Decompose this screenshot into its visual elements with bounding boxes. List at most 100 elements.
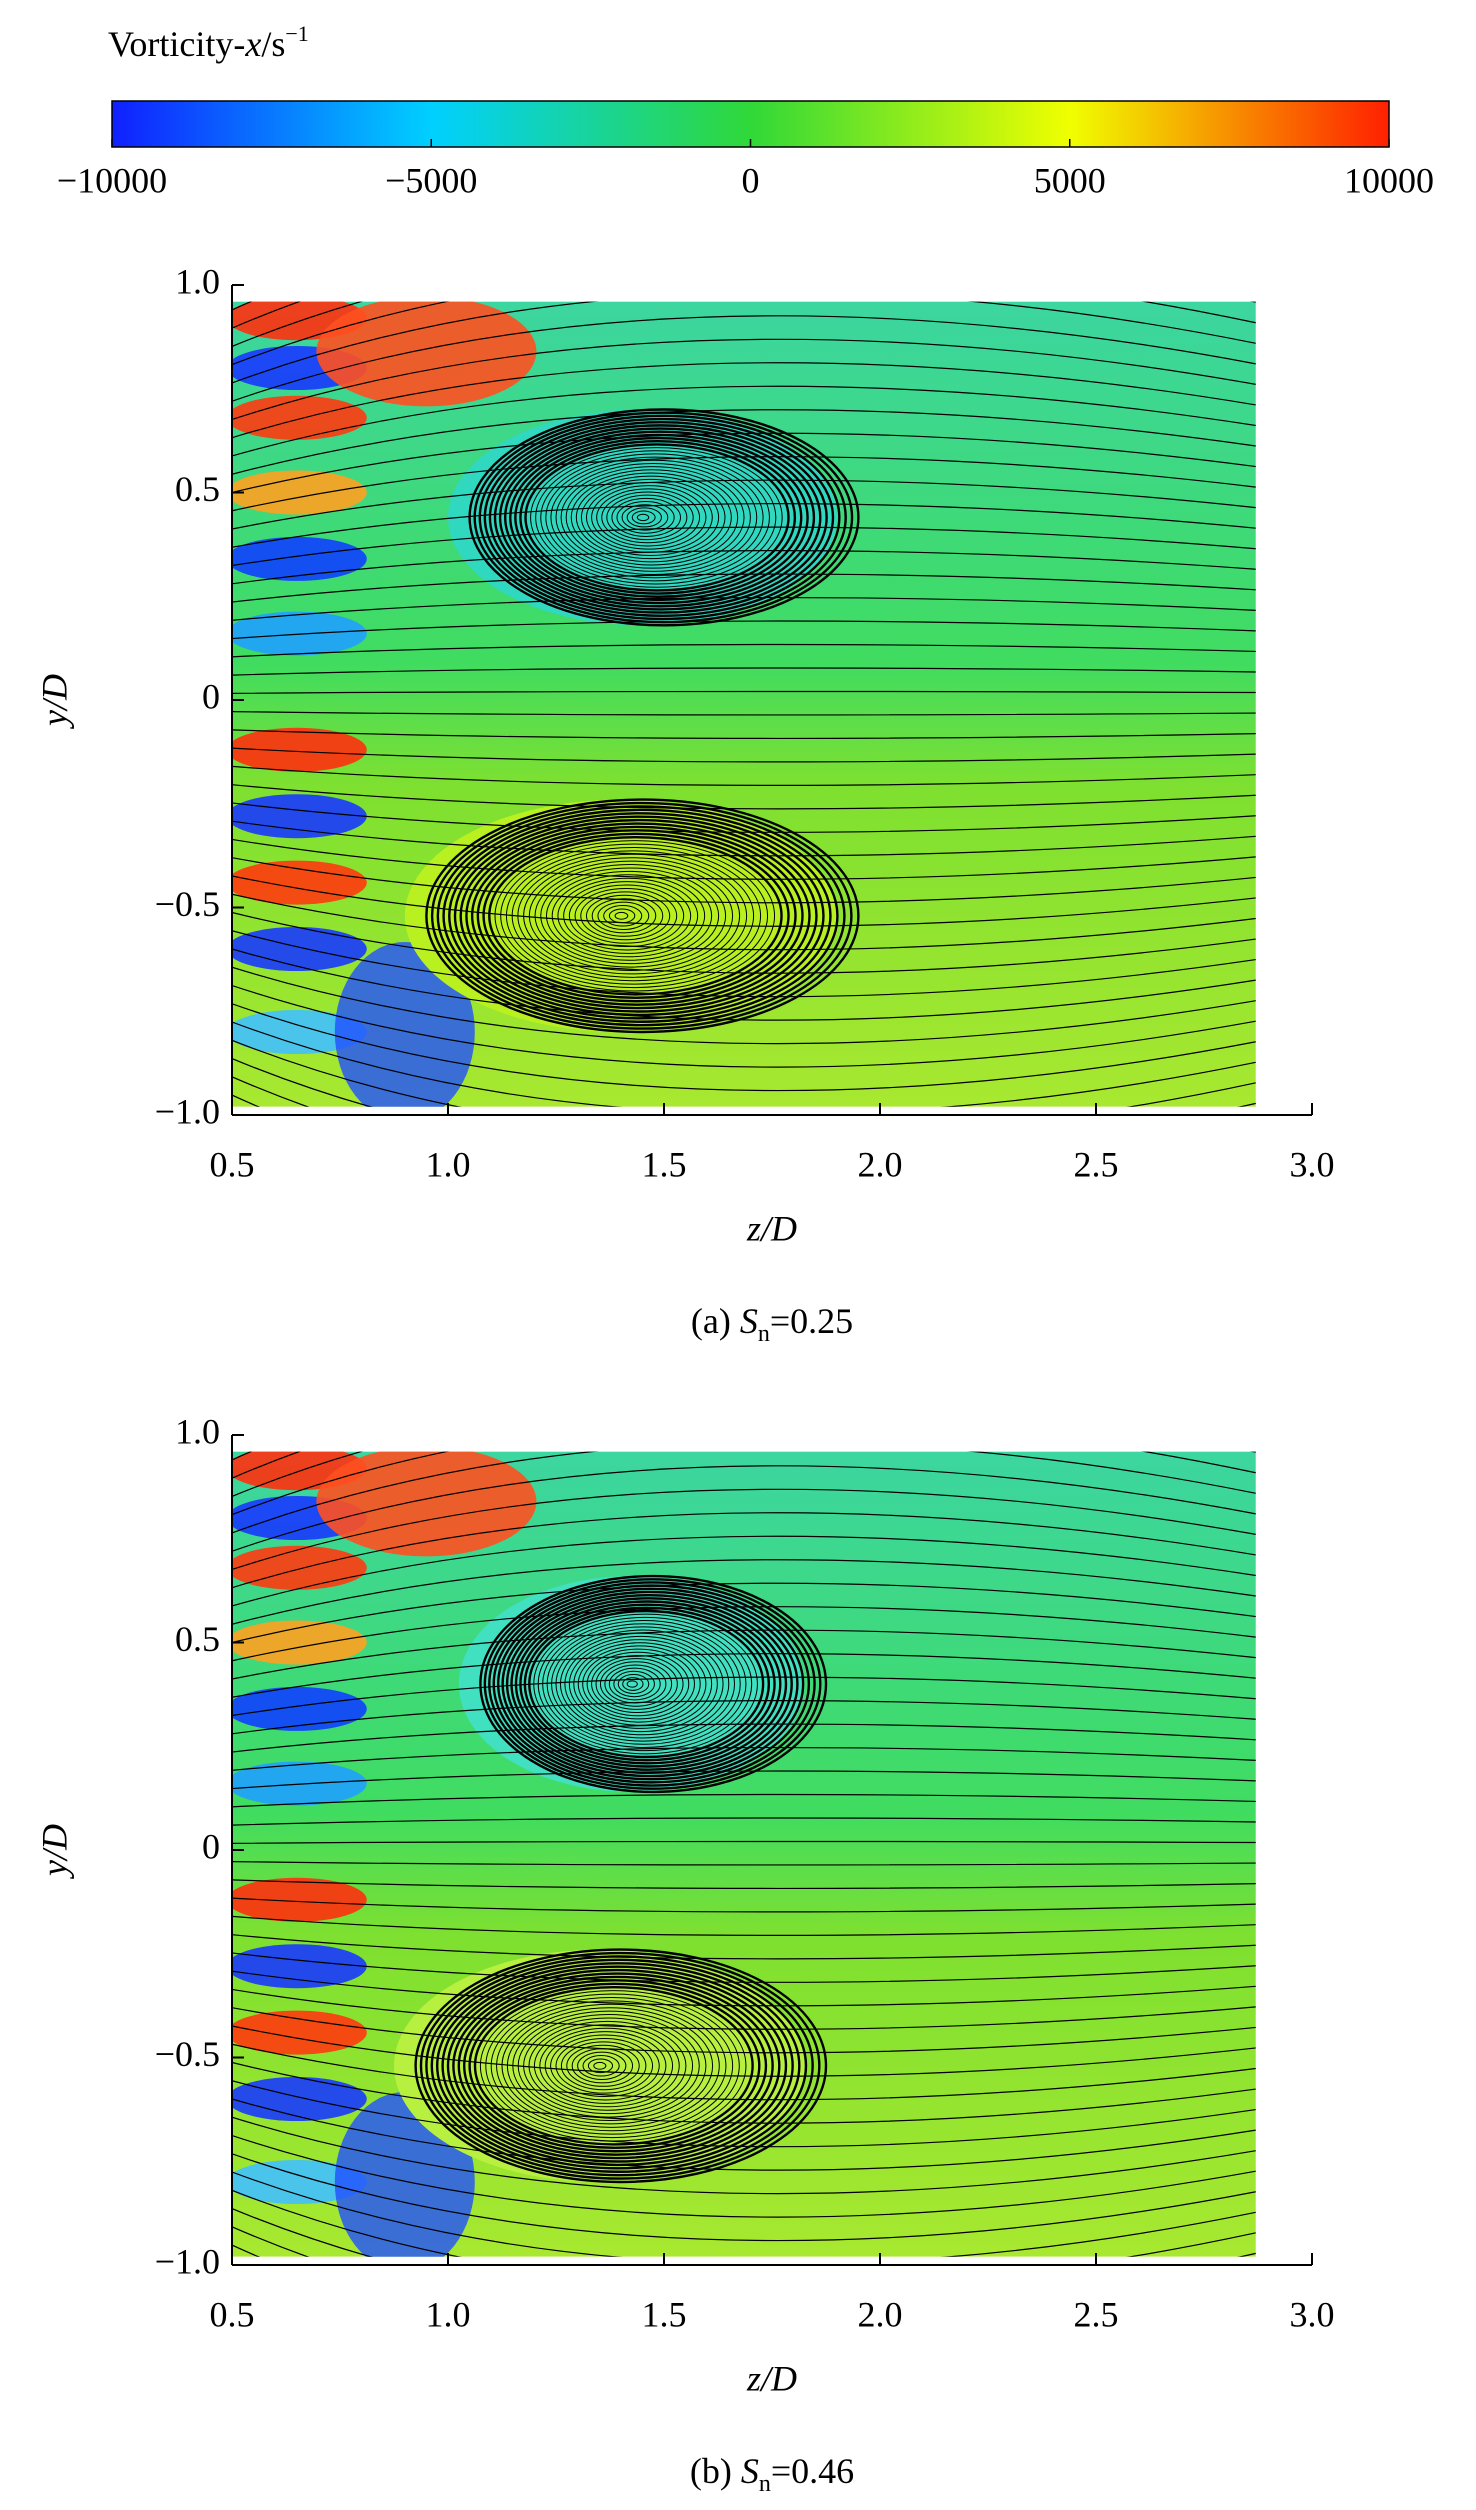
streamline <box>496 2000 727 2132</box>
streamline <box>232 1039 1256 1107</box>
shear-band <box>232 1761 367 1806</box>
streamline <box>232 2116 1256 2195</box>
colorbar-tick-label: 10000 <box>1344 160 1434 200</box>
streamline <box>232 2061 1256 2124</box>
streamline <box>483 1578 822 1790</box>
streamline <box>505 846 762 985</box>
streamline <box>430 801 853 1030</box>
x-tick-label: 2.5 <box>1074 2294 1119 2334</box>
y-tick-label: −1.0 <box>155 2241 220 2281</box>
streamline <box>608 1667 661 1701</box>
streamline <box>493 424 828 611</box>
streamline <box>232 479 1256 530</box>
streamline <box>442 808 839 1023</box>
streamline <box>492 1584 811 1784</box>
streamline <box>509 433 809 602</box>
x-tick-label: 2.5 <box>1074 1144 1119 1184</box>
streamline <box>570 472 732 563</box>
caption-label: (a) <box>691 1301 731 1341</box>
streamline <box>575 475 726 560</box>
streamline <box>232 338 1256 421</box>
streamline <box>232 857 1256 904</box>
shear-band <box>232 1877 367 1922</box>
streamline <box>523 857 741 975</box>
y-axis-label: y/D <box>34 674 74 729</box>
streamline <box>617 1673 650 1695</box>
streamline <box>232 385 1256 457</box>
x-tick-label: 1.5 <box>642 1144 687 1184</box>
x-tick-label: 3.0 <box>1290 1144 1335 1184</box>
streamline <box>550 2034 660 2098</box>
streamline <box>232 1840 1256 1844</box>
streamline <box>545 870 713 961</box>
streamline <box>488 835 783 996</box>
streamline <box>232 2134 1256 2218</box>
streamline <box>510 1597 788 1771</box>
streamline <box>465 822 811 1010</box>
streamline <box>542 1620 747 1748</box>
streamline <box>232 596 1256 621</box>
streamline <box>557 877 699 954</box>
streamline <box>232 984 1256 1068</box>
streamline <box>232 765 1256 786</box>
streamline <box>473 1985 754 2146</box>
streamline <box>636 513 650 522</box>
shear-band <box>232 1944 367 1989</box>
streamline <box>441 1965 794 2167</box>
streamline <box>232 1952 1256 1983</box>
streamline <box>519 440 797 595</box>
streamline <box>566 2044 640 2087</box>
streamline <box>232 1488 1256 1571</box>
streamline <box>232 820 1256 857</box>
streamline <box>604 1664 667 1704</box>
streamline <box>232 1653 1256 1698</box>
x-tick-label: 2.0 <box>858 1144 903 1184</box>
streamline <box>514 436 803 598</box>
streamline <box>425 798 860 1034</box>
y-tick-label: 1.0 <box>175 1411 220 1451</box>
streamline <box>517 2014 700 2118</box>
y-tick-label: −1.0 <box>155 1091 220 1131</box>
flow-field <box>232 301 1256 1107</box>
streamline <box>559 1632 724 1736</box>
streamline <box>232 456 1256 512</box>
streamline <box>232 362 1256 439</box>
streamline <box>232 2043 1256 2101</box>
title-exponent: −1 <box>285 21 308 46</box>
streamline <box>232 729 1256 740</box>
y-tick-label: 0.5 <box>175 469 220 509</box>
streamline <box>232 690 1256 694</box>
streamline <box>523 1606 771 1762</box>
streamline <box>232 1793 1256 1808</box>
x-tick-label: 3.0 <box>1290 2294 1335 2334</box>
streamline <box>551 874 706 958</box>
streamline <box>479 1990 747 2142</box>
streamline <box>232 2080 1256 2148</box>
caption: (a) Sn=0.25 <box>691 1301 853 1346</box>
streamline <box>539 2027 674 2104</box>
streamline <box>519 1603 776 1765</box>
streamline <box>232 1606 1256 1662</box>
streamline <box>488 1581 816 1787</box>
streamline <box>232 2189 1256 2257</box>
caption-value: =0.25 <box>770 1301 853 1341</box>
streamline <box>232 2171 1256 2257</box>
colorbar-tick-label: 0 <box>742 160 760 200</box>
streamline <box>591 1654 684 1714</box>
title-unit: /s <box>261 24 285 64</box>
streamline <box>511 850 755 982</box>
streamline <box>555 1629 730 1739</box>
streamline <box>614 911 629 920</box>
y-tick-label: −0.5 <box>155 884 220 924</box>
streamline <box>500 843 769 989</box>
streamline <box>586 1651 690 1717</box>
x-tick-label: 1.0 <box>426 2294 471 2334</box>
streamline <box>574 887 678 944</box>
streamline <box>501 1590 799 1778</box>
streamline <box>425 1955 814 2177</box>
colorbar-title: Vorticity-x/s−1 <box>108 21 309 64</box>
streamline <box>430 1958 808 2173</box>
shear-band <box>232 1010 367 1054</box>
streamline <box>622 1677 644 1691</box>
